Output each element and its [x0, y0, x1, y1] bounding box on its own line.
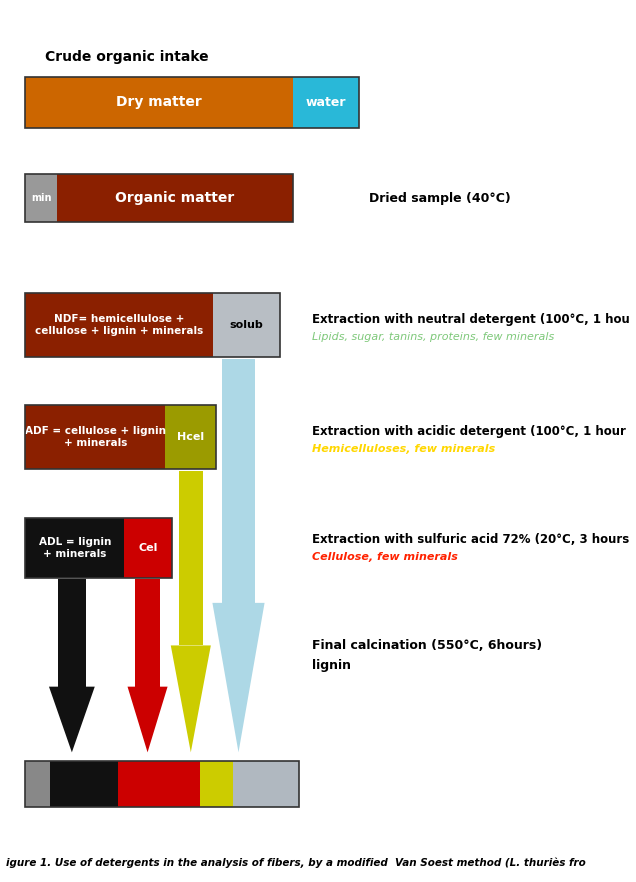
Text: ADF = cellulose + lignin
+ minerals: ADF = cellulose + lignin + minerals: [25, 426, 166, 448]
Text: Extraction with acidic detergent (100°C, 1 hour: Extraction with acidic detergent (100°C,…: [312, 425, 626, 437]
Text: solub: solub: [230, 320, 263, 330]
Text: min: min: [31, 193, 52, 203]
Bar: [25, 518, 124, 578]
Text: igure 1. Use of detergents in the analysis of fibers, by a modified  Van Soest m: igure 1. Use of detergents in the analys…: [6, 857, 586, 868]
Text: ADL = lignin
+ minerals: ADL = lignin + minerals: [39, 537, 111, 558]
Text: Dried sample (40°C): Dried sample (40°C): [369, 191, 511, 205]
Bar: [25, 761, 299, 807]
Polygon shape: [127, 687, 168, 752]
Text: Cellulose, few minerals: Cellulose, few minerals: [312, 552, 457, 563]
Text: NDF= hemicellulose +
cellulose + lignin + minerals: NDF= hemicellulose + cellulose + lignin …: [35, 314, 204, 336]
Bar: [200, 761, 233, 807]
Bar: [213, 293, 280, 357]
Bar: [25, 518, 172, 578]
Bar: [25, 761, 50, 807]
Text: Extraction with neutral detergent (100°C, 1 hou: Extraction with neutral detergent (100°C…: [312, 313, 630, 325]
Text: water: water: [306, 96, 346, 108]
Bar: [135, 579, 160, 687]
Bar: [179, 471, 203, 646]
Text: Organic matter: Organic matter: [115, 191, 235, 205]
Bar: [58, 579, 86, 687]
Bar: [25, 77, 293, 128]
Text: Final calcination (550°C, 6hours): Final calcination (550°C, 6hours): [312, 639, 542, 652]
Bar: [25, 405, 216, 469]
Text: Lipids, sugar, tanins, proteins, few minerals: Lipids, sugar, tanins, proteins, few min…: [312, 332, 554, 342]
Text: Hcel: Hcel: [177, 432, 204, 442]
Bar: [25, 405, 165, 469]
Bar: [124, 518, 172, 578]
Text: Hemicelluloses, few minerals: Hemicelluloses, few minerals: [312, 444, 495, 454]
Bar: [50, 761, 118, 807]
Bar: [25, 174, 57, 222]
Bar: [25, 293, 280, 357]
Bar: [233, 761, 299, 807]
Text: Cel: Cel: [138, 542, 158, 553]
Bar: [293, 77, 359, 128]
Text: Dry matter: Dry matter: [116, 95, 202, 109]
Text: lignin: lignin: [312, 660, 350, 672]
Bar: [25, 293, 213, 357]
Bar: [165, 405, 216, 469]
Polygon shape: [212, 603, 265, 752]
Bar: [57, 174, 293, 222]
Bar: [118, 761, 200, 807]
Polygon shape: [170, 646, 211, 752]
Bar: [222, 359, 255, 603]
Text: Crude organic intake: Crude organic intake: [45, 50, 208, 64]
Bar: [25, 174, 293, 222]
Polygon shape: [49, 687, 95, 752]
Text: Extraction with sulfuric acid 72% (20°C, 3 hours: Extraction with sulfuric acid 72% (20°C,…: [312, 534, 629, 546]
Bar: [25, 77, 359, 128]
